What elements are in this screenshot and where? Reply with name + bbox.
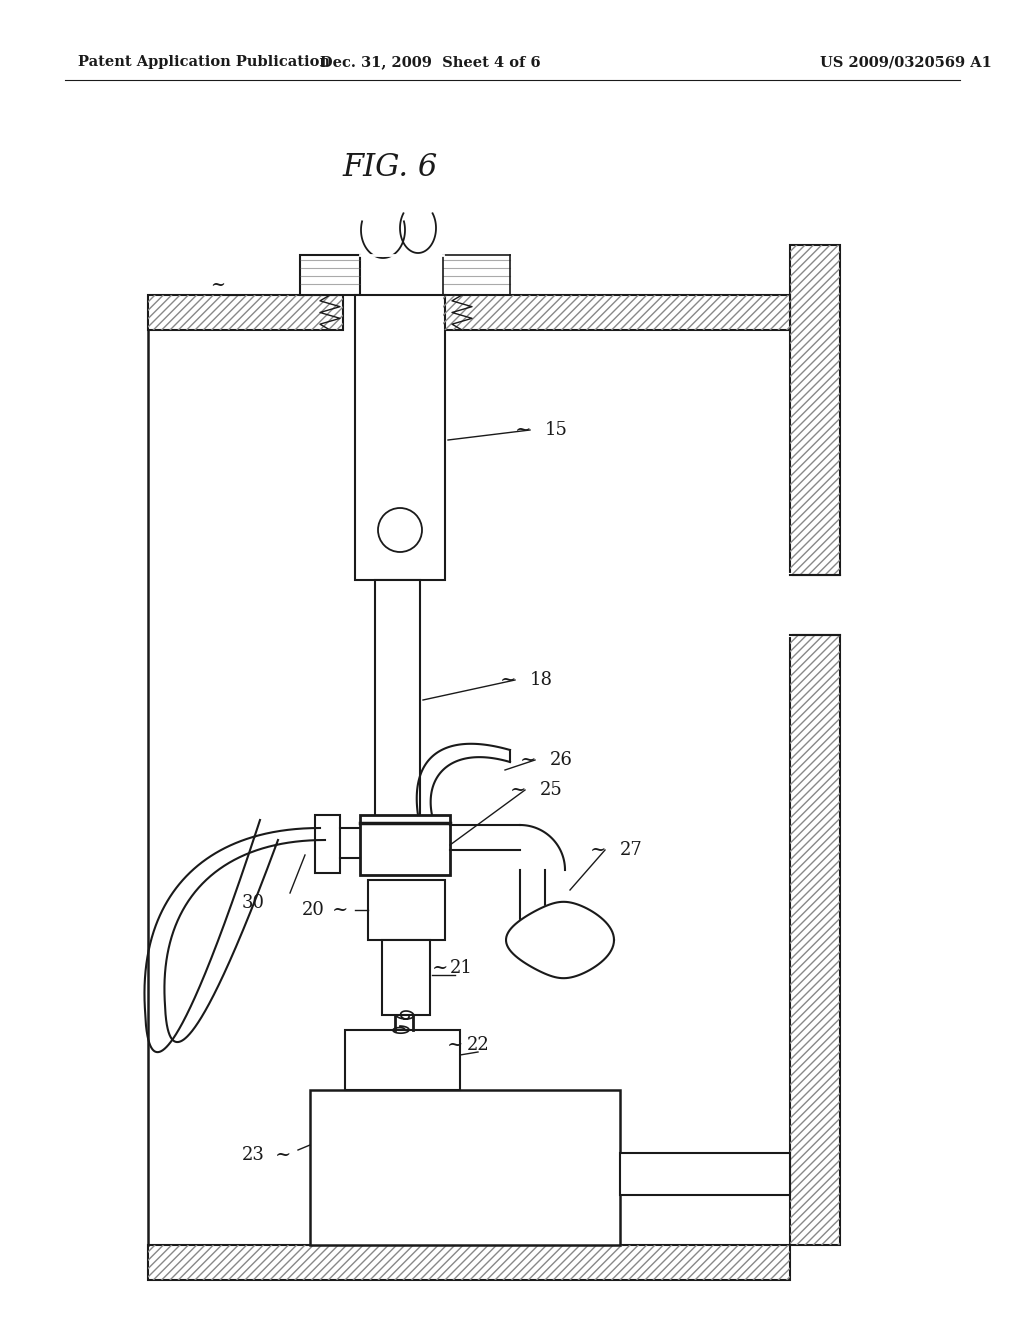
Bar [443, 294, 790, 330]
Bar [360, 814, 450, 875]
Text: ~: ~ [500, 671, 516, 689]
Bar [443, 294, 790, 330]
Bar [355, 294, 445, 579]
Circle shape [378, 508, 422, 552]
Bar [790, 635, 840, 1245]
Bar [382, 940, 430, 1015]
Text: 23: 23 [242, 1146, 265, 1164]
Text: 15: 15 [545, 421, 568, 440]
Bar [790, 246, 840, 576]
Text: Patent Application Publication: Patent Application Publication [78, 55, 330, 69]
Text: 26: 26 [550, 751, 572, 770]
Text: US 2009/0320569 A1: US 2009/0320569 A1 [820, 55, 992, 69]
Bar [148, 294, 343, 330]
Bar [790, 635, 840, 1245]
Bar [375, 579, 420, 870]
Text: ~: ~ [446, 1036, 463, 1053]
Bar [345, 1030, 460, 1090]
Bar [790, 246, 840, 576]
Bar [148, 294, 343, 330]
Text: ~: ~ [590, 841, 606, 859]
Bar [300, 255, 360, 294]
Polygon shape [506, 902, 614, 978]
Text: ~: ~ [515, 421, 531, 440]
Bar [310, 1090, 620, 1245]
Text: ~: ~ [274, 1146, 291, 1164]
Text: 21: 21 [450, 960, 473, 977]
Text: ~: ~ [211, 276, 225, 294]
Bar [148, 1245, 790, 1280]
Text: 27: 27 [620, 841, 643, 859]
Text: 22: 22 [467, 1036, 489, 1053]
Bar [620, 1152, 790, 1195]
Text: Dec. 31, 2009  Sheet 4 of 6: Dec. 31, 2009 Sheet 4 of 6 [319, 55, 541, 69]
Text: ~: ~ [520, 751, 537, 770]
Text: FIG. 6: FIG. 6 [342, 152, 437, 183]
Text: ~: ~ [332, 902, 348, 919]
Polygon shape [361, 222, 406, 257]
Text: 25: 25 [540, 781, 563, 799]
Text: 20: 20 [302, 902, 325, 919]
Text: 18: 18 [530, 671, 553, 689]
Text: ~: ~ [510, 781, 526, 799]
Text: ~: ~ [432, 960, 449, 977]
Bar [148, 1245, 790, 1280]
Bar [315, 814, 340, 873]
Bar [368, 880, 445, 940]
Text: 30: 30 [242, 894, 265, 912]
Polygon shape [400, 214, 436, 253]
